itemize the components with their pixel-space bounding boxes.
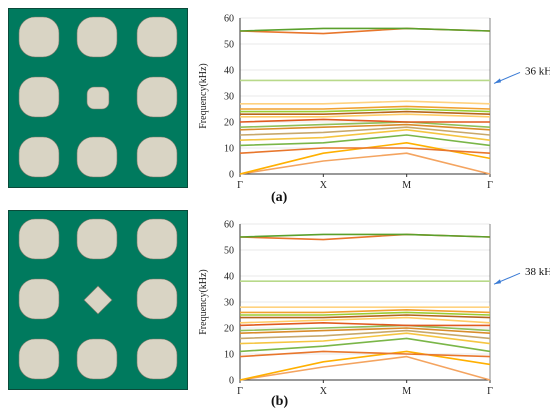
panel-a: 0 10 20 30 40 50 60 Γ X M Γ Frequency(kHz) 36 kHz (a… xyxy=(8,8,550,205)
unit-cell-b xyxy=(8,210,188,390)
inclusion xyxy=(136,76,178,118)
band-line xyxy=(240,113,491,118)
annotation-label: 36 kHz xyxy=(525,65,550,77)
band-line xyxy=(239,355,491,381)
y-tick-label: 60 xyxy=(224,220,234,231)
y-tick-label: 30 xyxy=(224,298,234,309)
band-line xyxy=(239,134,491,147)
band-line xyxy=(239,332,491,345)
x-tick-label: M xyxy=(402,386,411,397)
band-line xyxy=(240,105,491,110)
inclusion xyxy=(18,278,60,320)
band-line xyxy=(239,327,491,334)
inclusion xyxy=(76,136,118,178)
central-inclusion xyxy=(86,86,110,110)
x-tick-label: X xyxy=(320,386,328,397)
caption-b: (b) xyxy=(271,394,289,409)
annotation-arrowhead xyxy=(494,78,501,84)
inclusion xyxy=(18,16,60,58)
y-tick-label: 10 xyxy=(224,350,234,361)
band-chart-a: 0 10 20 30 40 50 60 Γ X M Γ Frequency(kHz) 36 kHz xyxy=(198,14,550,191)
band-line xyxy=(239,126,491,136)
band-line xyxy=(239,123,491,131)
band-line xyxy=(239,350,491,381)
x-tick-label: Γ xyxy=(237,386,243,397)
band-chart-b: 0 10 20 30 40 50 60 Γ X M Γ Frequency(kHz) 38 kHz xyxy=(198,220,550,398)
unit-cell-a xyxy=(8,8,188,188)
band-line xyxy=(240,100,491,105)
caption-a: (a) xyxy=(271,190,288,205)
central-inclusion xyxy=(83,285,113,315)
band-line xyxy=(240,314,491,319)
annotation-arrowhead xyxy=(494,279,501,285)
x-tick-label: Γ xyxy=(237,180,243,190)
band-line xyxy=(240,108,491,113)
band-line xyxy=(239,350,491,358)
y-axis-label: Frequency(kHz) xyxy=(198,63,209,129)
unit-cell-a-inclusions xyxy=(18,16,178,178)
panel-b: 0 10 20 30 40 50 60 Γ X M Γ Frequency(kHz) 38 kHz (b… xyxy=(0,208,550,417)
x-tick-label: M xyxy=(402,180,411,190)
band-line xyxy=(239,118,490,123)
band-line xyxy=(239,129,491,141)
y-tick-label: 0 xyxy=(229,376,234,387)
inclusion xyxy=(76,16,118,58)
inclusion xyxy=(76,338,118,380)
inclusion xyxy=(18,338,60,380)
x-tick-label: Γ xyxy=(487,386,493,397)
band-line xyxy=(239,152,491,175)
inclusion xyxy=(18,76,60,118)
inclusion xyxy=(18,218,60,260)
unit-cell-b-inclusions xyxy=(18,218,178,380)
band-line xyxy=(239,316,491,324)
y-tick-label: 50 xyxy=(224,246,234,257)
y-tick-label: 10 xyxy=(224,144,234,155)
band-line xyxy=(239,233,491,238)
y-tick-label: 40 xyxy=(224,272,234,283)
inclusion xyxy=(76,218,118,260)
y-tick-label: 20 xyxy=(224,324,234,335)
band-line xyxy=(239,322,490,327)
inclusion xyxy=(136,338,178,380)
inclusion xyxy=(18,136,60,178)
x-tick-label: X xyxy=(320,180,328,190)
band-line xyxy=(240,311,491,316)
band-line xyxy=(239,337,491,353)
band-line xyxy=(239,121,491,128)
y-tick-label: 20 xyxy=(224,118,234,129)
x-tick-label: Γ xyxy=(487,180,493,190)
band-line xyxy=(240,309,491,314)
inclusion xyxy=(136,16,178,58)
y-tick-label: 30 xyxy=(224,92,234,103)
annotation-label: 38 kHz xyxy=(525,266,550,278)
y-axis-label: Frequency(kHz) xyxy=(198,269,209,335)
band-line xyxy=(239,324,491,332)
inclusion xyxy=(136,136,178,178)
band-line xyxy=(239,329,491,340)
inclusion xyxy=(136,278,178,320)
y-tick-label: 0 xyxy=(229,170,234,181)
band-line xyxy=(239,147,491,154)
band-line xyxy=(239,27,491,32)
y-tick-label: 50 xyxy=(224,40,234,51)
y-tick-label: 60 xyxy=(224,14,234,25)
y-tick-label: 40 xyxy=(224,66,234,77)
inclusion xyxy=(136,218,178,260)
band-line xyxy=(240,110,491,115)
